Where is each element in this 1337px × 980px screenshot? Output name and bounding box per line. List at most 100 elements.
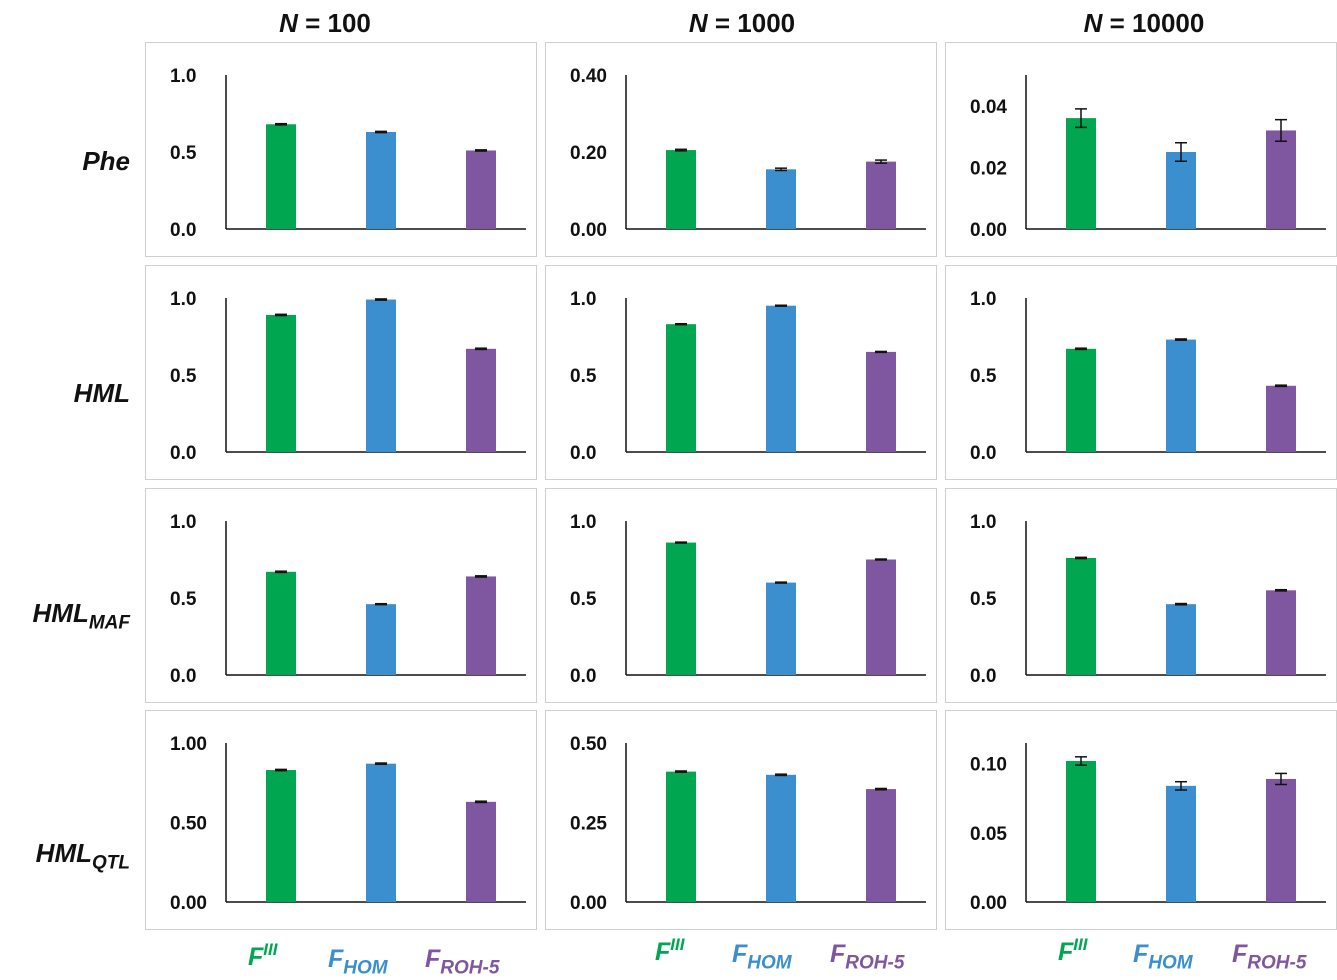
error-bar (1275, 384, 1287, 388)
chart-panel-r1-c3: 0.00 0.02 0.04 (945, 42, 1337, 257)
bar-chart-svg: 0.0 0.5 1.0 (170, 289, 526, 464)
bar-fhom (366, 131, 396, 229)
bar-chart-svg: 0.0 0.5 1.0 (970, 289, 1326, 464)
bar-fhom (766, 169, 796, 229)
y-tick-label: 0.50 (570, 734, 607, 755)
y-tick-label: 0.0 (170, 220, 196, 241)
x-label-froh5-col3: FROH-5 (1232, 940, 1307, 974)
bar-froh-5 (866, 351, 896, 452)
bar-fiii (666, 542, 696, 675)
chart-panel-r1-c1: 0.0 0.5 1.0 (145, 42, 537, 257)
bar-chart-svg: 0.0 0.5 1.0 (170, 512, 526, 687)
error-bar (1175, 780, 1187, 791)
y-tick-label: 0.5 (170, 366, 197, 387)
y-tick-label: 0.00 (970, 220, 1007, 241)
error-bar (875, 159, 887, 164)
chart-panel-r4-c2: 0.00 0.25 0.50 (545, 710, 937, 930)
bar-fhom (766, 774, 796, 902)
bar-fiii (266, 770, 296, 902)
chart-panel-r1-c2: 0.00 0.20 0.40 (545, 42, 937, 257)
y-tick-label: 1.0 (170, 66, 196, 87)
x-label-fiii-col2: FIII (655, 935, 685, 967)
y-tick-label: 0.5 (570, 366, 597, 387)
bar-froh-5 (466, 348, 496, 452)
chart-panel-r4-c3: 0.00 0.05 0.10 (945, 710, 1337, 930)
y-tick-label: 1.0 (970, 289, 996, 310)
bar-froh-5 (1266, 385, 1296, 452)
x-label-fiii-col1: FIII (248, 940, 278, 972)
error-bar (1175, 338, 1187, 341)
bar-fiii (1066, 760, 1096, 902)
bar-fiii (1066, 348, 1096, 452)
y-tick-label: 1.0 (570, 512, 596, 533)
bar-fiii (666, 771, 696, 902)
error-bar (275, 122, 287, 126)
bar-fiii (266, 124, 296, 229)
y-tick-label: 0.00 (570, 220, 607, 241)
y-tick-label: 0.02 (970, 158, 1007, 179)
column-title-n1000: N = 1000 (688, 8, 796, 38)
y-tick-label: 0.05 (970, 824, 1007, 845)
error-bar (275, 768, 287, 772)
y-tick-label: 1.0 (570, 289, 596, 310)
chart-panel-r2-c3: 0.0 0.5 1.0 (945, 265, 1337, 480)
y-tick-label: 0.20 (570, 143, 607, 164)
y-tick-label: 0.0 (970, 666, 996, 687)
bar-froh-5 (866, 789, 896, 902)
bar-fiii (1066, 118, 1096, 229)
error-bar (475, 800, 487, 804)
bar-froh-5 (866, 559, 896, 675)
bar-froh-5 (1266, 130, 1296, 229)
error-bar (1175, 602, 1187, 606)
bar-froh-5 (1266, 778, 1296, 902)
bar-froh-5 (1266, 590, 1296, 675)
error-bar (375, 130, 387, 134)
error-bar (875, 350, 887, 354)
error-bar (675, 148, 687, 152)
bar-fhom (1166, 604, 1196, 675)
bar-froh-5 (466, 801, 496, 902)
error-bar (275, 313, 287, 317)
chart-panel-r3-c2: 0.0 0.5 1.0 (545, 488, 937, 703)
row-label-hml: HML (73, 378, 130, 408)
bar-fhom (366, 299, 396, 452)
y-tick-label: 0.5 (970, 589, 997, 610)
y-tick-label: 0.5 (170, 589, 197, 610)
y-tick-label: 0.0 (170, 666, 196, 687)
error-bar (1075, 347, 1087, 351)
y-tick-label: 0.5 (570, 589, 597, 610)
x-label-fhom-col3: FHOM (1133, 940, 1193, 974)
error-bar (675, 322, 687, 326)
bar-fiii (666, 150, 696, 229)
bar-froh-5 (466, 150, 496, 229)
error-bar (375, 602, 387, 606)
y-tick-label: 1.0 (170, 512, 196, 533)
y-tick-label: 0.5 (170, 143, 197, 164)
bar-fhom (1166, 339, 1196, 452)
error-bar (375, 298, 387, 301)
error-bar (375, 762, 387, 766)
y-tick-label: 0.0 (170, 443, 196, 464)
error-bar (275, 570, 287, 574)
error-bar (1175, 142, 1187, 162)
bar-chart-svg: 0.0 0.5 1.0 (570, 512, 926, 687)
y-tick-label: 0.00 (970, 893, 1007, 914)
y-tick-label: 0.04 (970, 97, 1007, 118)
y-tick-label: 1.0 (170, 289, 196, 310)
chart-panel-r4-c1: 0.00 0.50 1.00 (145, 710, 537, 930)
error-bar (775, 167, 787, 172)
y-tick-label: 0.0 (970, 443, 996, 464)
chart-panel-r3-c3: 0.0 0.5 1.0 (945, 488, 1337, 703)
bar-fhom (766, 305, 796, 452)
y-tick-label: 0.0 (570, 443, 596, 464)
x-label-froh5-col2: FROH-5 (830, 940, 905, 974)
y-tick-label: 0.10 (970, 755, 1007, 776)
bar-chart-svg: 0.0 0.5 1.0 (570, 289, 926, 464)
bar-fhom (1166, 785, 1196, 902)
error-bar (875, 558, 887, 561)
y-tick-label: 0.50 (170, 814, 207, 835)
bar-fiii (1066, 557, 1096, 675)
error-bar (1275, 588, 1287, 592)
bar-fhom (366, 604, 396, 675)
bar-chart-svg: 0.00 0.02 0.04 (970, 75, 1326, 241)
